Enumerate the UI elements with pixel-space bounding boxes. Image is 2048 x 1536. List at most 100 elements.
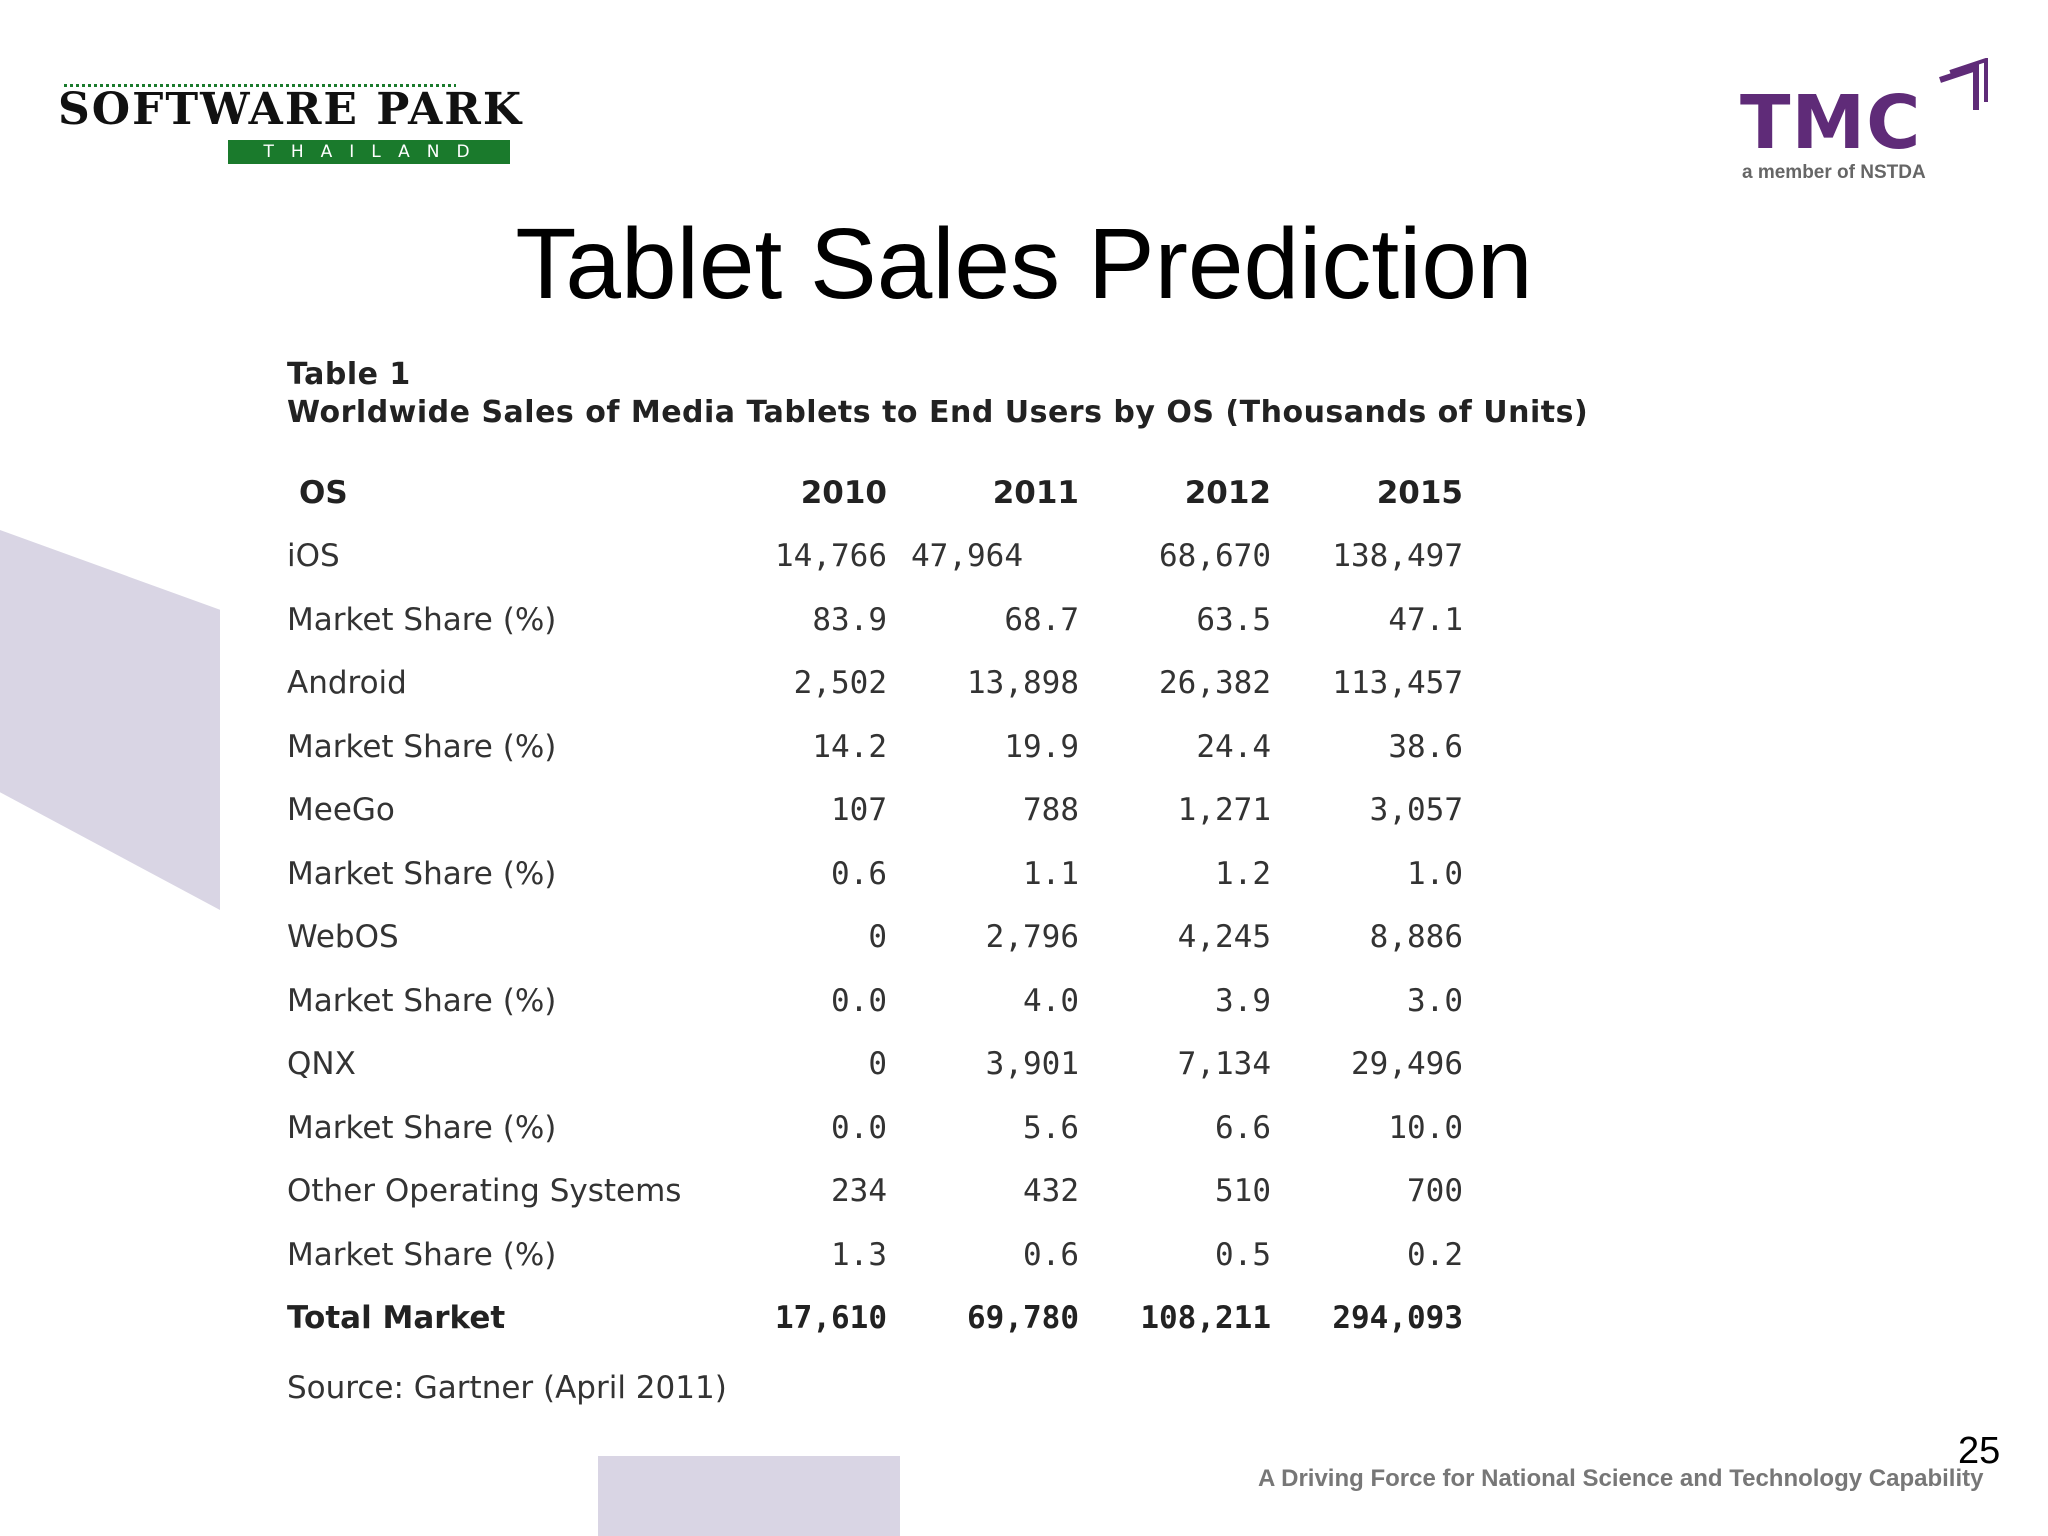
cell-2010: 2,502 — [793, 665, 887, 702]
cell-2010: 234 — [831, 1173, 887, 1210]
tmc-arrow-icon — [1939, 58, 1988, 110]
cell-2010: 0 — [868, 919, 887, 956]
cell-2015: 700 — [1407, 1173, 1463, 1210]
cell-2011: 4.0 — [1023, 982, 1079, 1019]
table-row: Market Share (%) 0.0 4.0 3.9 3.0 — [287, 969, 1463, 1033]
decorative-shape-left — [0, 530, 220, 910]
cell-2010: 0.6 — [831, 855, 887, 892]
cell-2012: 4,245 — [1177, 919, 1271, 956]
table-row: Market Share (%) 14.2 19.9 24.4 38.6 — [287, 715, 1463, 779]
cell-2015: 3.0 — [1407, 982, 1463, 1019]
cell-2011: 2,796 — [985, 919, 1079, 956]
cell-2010: 14.2 — [812, 728, 887, 765]
table-number: Table 1 — [287, 357, 411, 392]
header-2015: 2015 — [1376, 474, 1463, 511]
cell-2015: 138,497 — [1332, 538, 1463, 575]
page-number: 25 — [1958, 1430, 2001, 1472]
cell-2011: 788 — [1023, 792, 1079, 829]
row-label: Market Share (%) — [287, 601, 557, 638]
cell-2012: 63.5 — [1196, 601, 1271, 638]
decorative-shape-bottom — [598, 1456, 900, 1536]
row-label: MeeGo — [287, 792, 395, 829]
cell-2015: 10.0 — [1388, 1109, 1463, 1146]
header-2010: 2010 — [800, 474, 887, 511]
table-title: Worldwide Sales of Media Tablets to End … — [287, 395, 1589, 430]
row-label: Market Share (%) — [287, 855, 557, 892]
table-caption: Table 1 Worldwide Sales of Media Tablets… — [287, 356, 1588, 432]
cell-2015: 0.2 — [1407, 1236, 1463, 1273]
footer-tagline: A Driving Force for National Science and… — [1258, 1465, 1984, 1492]
cell-2011: 3,901 — [985, 1046, 1079, 1083]
cell-2012: 0.5 — [1215, 1236, 1271, 1273]
table-row: Other Operating Systems 234 432 510 700 — [287, 1160, 1463, 1224]
row-label: Other Operating Systems — [287, 1173, 682, 1210]
cell-2012: 3.9 — [1215, 982, 1271, 1019]
header-2012: 2012 — [1184, 474, 1271, 511]
cell-2015: 47.1 — [1388, 601, 1463, 638]
cell-2015: 8,886 — [1369, 919, 1463, 956]
table-header-row: OS 2010 2011 2012 2015 — [287, 461, 1463, 525]
cell-2012: 26,382 — [1159, 665, 1271, 702]
cell-2011: 5.6 — [1023, 1109, 1079, 1146]
row-label: QNX — [287, 1046, 356, 1083]
cell-2012: 510 — [1215, 1173, 1271, 1210]
cell-2015: 1.0 — [1407, 855, 1463, 892]
total-2015: 294,093 — [1332, 1300, 1463, 1337]
cell-2011: 13,898 — [967, 665, 1079, 702]
row-label: iOS — [287, 538, 340, 575]
table-row: Market Share (%) 0.0 5.6 6.6 10.0 — [287, 1096, 1463, 1160]
total-row: Total Market 17,610 69,780 108,211 294,0… — [287, 1287, 1463, 1351]
cell-2011: 68.7 — [1004, 601, 1079, 638]
cell-2015: 29,496 — [1351, 1046, 1463, 1083]
cell-2012: 7,134 — [1177, 1046, 1271, 1083]
cell-2010: 0.0 — [831, 1109, 887, 1146]
table-row: QNX 0 3,901 7,134 29,496 — [287, 1033, 1463, 1097]
cell-2011: 47,964 — [911, 538, 1023, 575]
cell-2011: 19.9 — [1004, 728, 1079, 765]
cell-2010: 83.9 — [812, 601, 887, 638]
sales-table: OS 2010 2011 2012 2015 iOS 14,766 47,964… — [287, 461, 1463, 1350]
row-label: Market Share (%) — [287, 1236, 557, 1273]
total-label: Total Market — [287, 1300, 506, 1337]
cell-2012: 1,271 — [1177, 792, 1271, 829]
row-label: Market Share (%) — [287, 728, 557, 765]
cell-2010: 0 — [868, 1046, 887, 1083]
cell-2012: 1.2 — [1215, 855, 1271, 892]
cell-2011: 1.1 — [1023, 855, 1079, 892]
total-2011: 69,780 — [967, 1300, 1079, 1337]
table-row: WebOS 0 2,796 4,245 8,886 — [287, 906, 1463, 970]
software-park-logo: SOFTWARE PARK THAILAND — [58, 84, 521, 164]
slide-title: Tablet Sales Prediction — [515, 208, 1533, 320]
tmc-subtitle: a member of NSTDA — [1742, 162, 1926, 183]
row-label: Market Share (%) — [287, 1109, 557, 1146]
cell-2011: 0.6 — [1023, 1236, 1079, 1273]
thailand-bar: THAILAND — [228, 140, 510, 164]
header-2011: 2011 — [992, 474, 1079, 511]
table-row: iOS 14,766 47,964 68,670 138,497 — [287, 525, 1463, 589]
tmc-logo: TMC a member of NSTDA — [1740, 58, 2000, 188]
cell-2010: 107 — [831, 792, 887, 829]
table-row: Market Share (%) 1.3 0.6 0.5 0.2 — [287, 1223, 1463, 1287]
table-row: MeeGo 107 788 1,271 3,057 — [287, 779, 1463, 843]
total-2012: 108,211 — [1140, 1300, 1271, 1337]
table-source: Source: Gartner (April 2011) — [287, 1370, 727, 1406]
table-row: Android 2,502 13,898 26,382 113,457 — [287, 652, 1463, 716]
cell-2010: 14,766 — [775, 538, 887, 575]
tmc-logo-text: TMC — [1740, 80, 1922, 166]
logo-dotted-line — [64, 84, 456, 87]
software-park-logo-text: SOFTWARE PARK — [58, 84, 524, 135]
cell-2010: 1.3 — [831, 1236, 887, 1273]
table-row: Market Share (%) 83.9 68.7 63.5 47.1 — [287, 588, 1463, 652]
cell-2012: 6.6 — [1215, 1109, 1271, 1146]
cell-2011: 432 — [1023, 1173, 1079, 1210]
cell-2015: 38.6 — [1388, 728, 1463, 765]
cell-2015: 3,057 — [1369, 792, 1463, 829]
cell-2015: 113,457 — [1332, 665, 1463, 702]
row-label: Market Share (%) — [287, 982, 557, 1019]
row-label: WebOS — [287, 919, 399, 956]
cell-2010: 0.0 — [831, 982, 887, 1019]
cell-2012: 68,670 — [1159, 538, 1271, 575]
total-2010: 17,610 — [775, 1300, 887, 1337]
header-os: OS — [299, 474, 348, 511]
row-label: Android — [287, 665, 407, 702]
